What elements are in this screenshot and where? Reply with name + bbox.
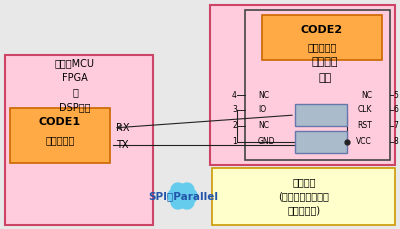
Bar	[295, 131, 347, 153]
Text: 7: 7	[393, 122, 398, 131]
Text: 加密: 加密	[318, 73, 332, 83]
Text: SPI或Parallel: SPI或Parallel	[148, 191, 218, 201]
Text: RST: RST	[357, 122, 372, 131]
Text: RX: RX	[116, 123, 130, 133]
Bar	[295, 104, 347, 126]
Text: CODE1: CODE1	[39, 117, 81, 127]
Text: 4: 4	[232, 90, 237, 99]
Text: 協處理器: 協處理器	[312, 57, 338, 67]
Text: 6: 6	[393, 106, 398, 114]
Bar	[245, 10, 390, 160]
Text: 1: 1	[232, 137, 237, 147]
Text: NC: NC	[258, 90, 269, 99]
Text: 控制外設
(包括馬達、運放、
人機接口等): 控制外設 (包括馬達、運放、 人機接口等)	[278, 177, 330, 215]
Text: GND: GND	[258, 137, 276, 147]
Text: 3: 3	[232, 106, 237, 114]
Text: 8: 8	[393, 137, 398, 147]
Bar	[5, 55, 153, 225]
Text: 程序存儲區: 程序存儲區	[45, 135, 75, 145]
Text: TX: TX	[116, 140, 128, 150]
Text: 5: 5	[393, 90, 398, 99]
Bar	[10, 108, 110, 163]
Text: CODE2: CODE2	[301, 25, 343, 35]
Text: NC: NC	[258, 122, 269, 131]
Text: 程序存儲區: 程序存儲區	[307, 42, 337, 52]
Bar	[262, 15, 382, 60]
Text: NC: NC	[361, 90, 372, 99]
Text: IO: IO	[258, 106, 266, 114]
Bar	[212, 168, 395, 225]
Text: VCC: VCC	[356, 137, 372, 147]
Text: CLK: CLK	[358, 106, 372, 114]
Bar	[210, 5, 395, 165]
Text: 2: 2	[232, 122, 237, 131]
Text: 嵌入式MCU
FPGA
或
DSP芯片: 嵌入式MCU FPGA 或 DSP芯片	[55, 58, 95, 112]
